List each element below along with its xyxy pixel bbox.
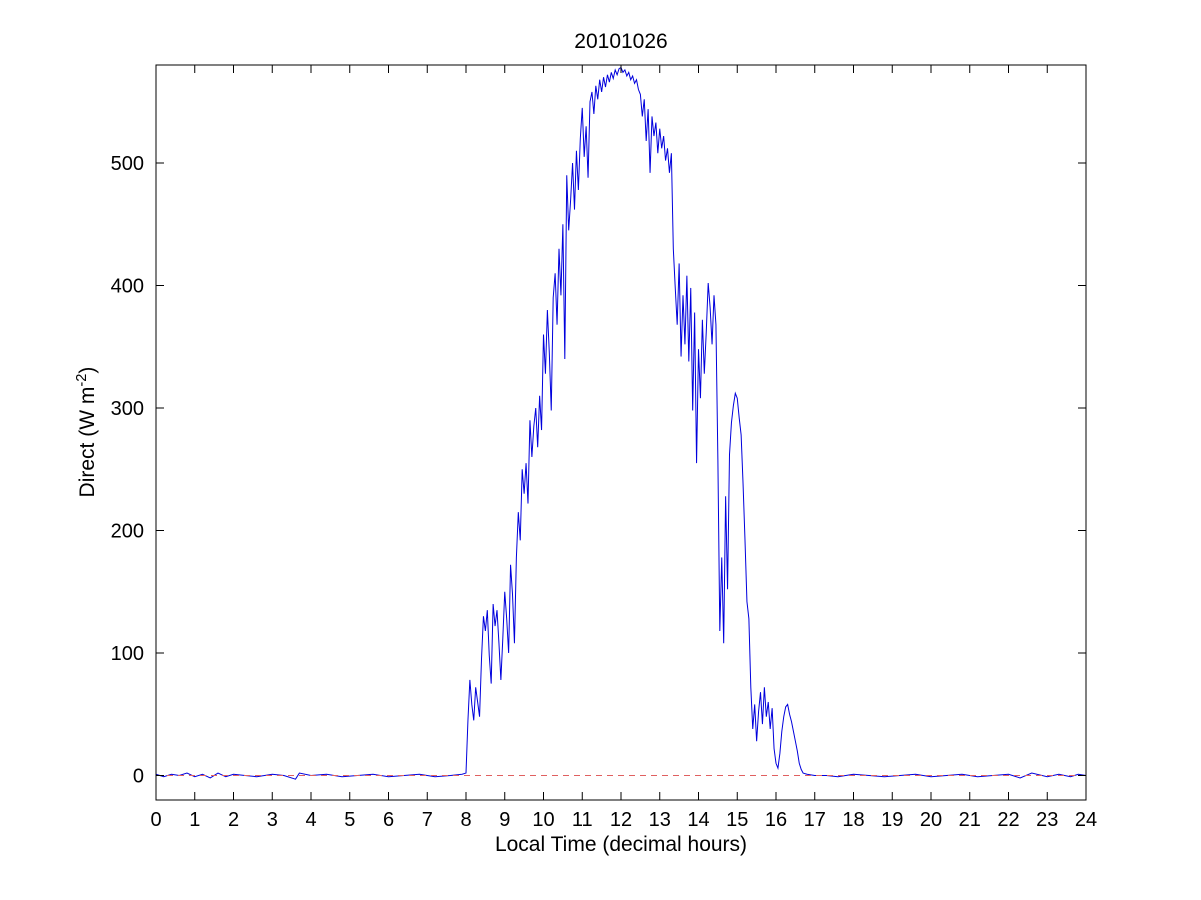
- x-tick-label: 12: [610, 809, 632, 831]
- direct-irradiance-line: [155, 66, 1087, 780]
- x-tick-label: 6: [383, 809, 394, 831]
- x-tick-label: 15: [726, 809, 748, 831]
- y-tick-label: 300: [111, 398, 144, 420]
- y-axis-label-text: Direct (W m: [76, 386, 99, 498]
- x-tick-label: 16: [765, 809, 787, 831]
- x-tick-label: 17: [804, 809, 826, 831]
- x-tick-label: 20: [920, 809, 942, 831]
- x-axis-label: Local Time (decimal hours): [494, 833, 748, 856]
- x-tick-label: 1: [189, 809, 200, 831]
- x-tick-label: 22: [997, 809, 1019, 831]
- x-tick-label: 19: [881, 809, 903, 831]
- y-tick-label: 400: [111, 276, 144, 298]
- x-tick-label: 8: [460, 809, 471, 831]
- y-tick-label: 0: [133, 766, 144, 788]
- y-axis-label: Direct (W m-2): [74, 282, 102, 582]
- y-tick-label: 100: [111, 643, 144, 665]
- x-tick-label: 4: [305, 809, 316, 831]
- y-tick-label: 200: [111, 521, 144, 543]
- y-axis-label-close: ): [76, 366, 99, 374]
- x-tick-label: 23: [1036, 809, 1058, 831]
- axes-box: [155, 64, 1087, 801]
- x-tick-label: 2: [228, 809, 239, 831]
- x-tick-label: 11: [572, 809, 593, 831]
- x-tick-label: 21: [959, 809, 981, 831]
- chart-title: 20101026: [574, 30, 668, 53]
- x-tick-label: 5: [344, 809, 355, 831]
- x-tick-label: 14: [687, 809, 709, 831]
- x-tick-label: 7: [422, 809, 433, 831]
- x-tick-label: 18: [842, 809, 864, 831]
- x-tick-label: 0: [150, 809, 161, 831]
- x-tick-label: 13: [649, 809, 671, 831]
- y-axis-label-superscript: -2: [74, 373, 90, 387]
- y-tick-label: 500: [111, 153, 144, 175]
- x-tick-label: 10: [532, 809, 554, 831]
- x-tick-label: 9: [499, 809, 510, 831]
- x-tick-label: 3: [267, 809, 278, 831]
- x-tick-label: 24: [1075, 809, 1097, 831]
